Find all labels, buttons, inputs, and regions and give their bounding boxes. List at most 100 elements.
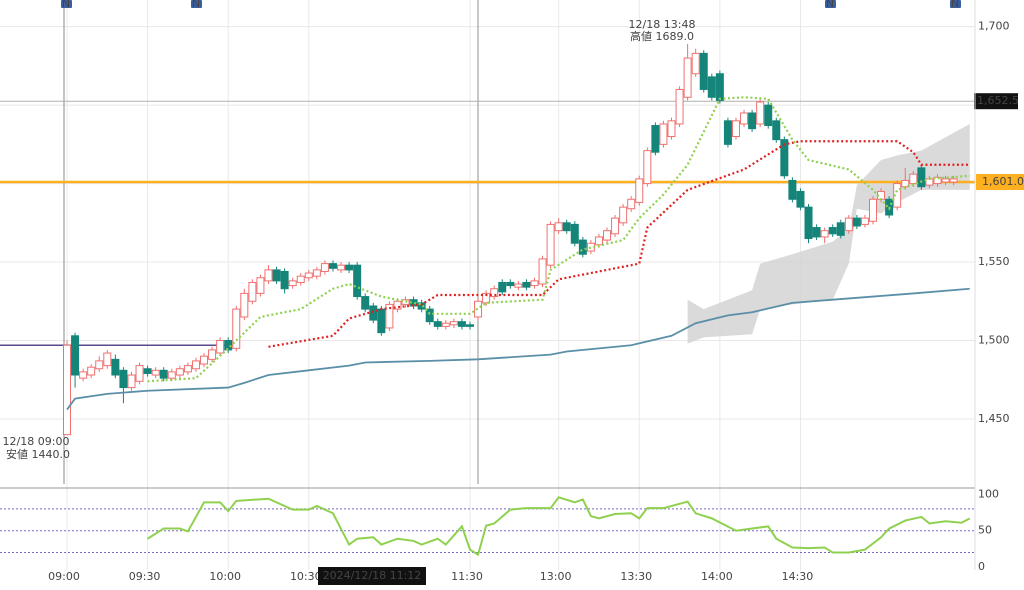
candle-body [603, 230, 612, 241]
candle-body [417, 302, 426, 310]
dotted-line [147, 96, 970, 383]
candle-body [63, 344, 71, 436]
candle-body [95, 360, 104, 370]
x-tick-label: 09:30 [129, 570, 161, 583]
candle-body [917, 167, 926, 188]
candle-body [820, 230, 829, 238]
candle-body [474, 300, 483, 318]
candle-body [433, 321, 442, 327]
candle-body [143, 368, 152, 374]
candle-body [941, 178, 950, 183]
candle-body [699, 52, 708, 90]
candle-body [498, 281, 507, 293]
candle-body [538, 258, 547, 285]
price-label-box [974, 93, 1018, 110]
candle-body [111, 358, 120, 376]
candle-body [280, 270, 289, 290]
x-tick-label: 13:00 [540, 570, 572, 583]
candle-body [635, 178, 644, 203]
candle-body [119, 369, 128, 389]
x-tick-label: 14:30 [782, 570, 814, 583]
news-marker [61, 0, 72, 8]
candle-body [167, 371, 176, 379]
candle-body [554, 222, 563, 232]
price-label-box [976, 174, 1024, 191]
price-label: 1,652.5 [977, 94, 1019, 107]
candle-body [135, 365, 144, 382]
candle-body [772, 120, 781, 141]
candle-body [385, 303, 394, 329]
candle-body [151, 369, 160, 376]
candle-body [393, 300, 402, 310]
y-tick-label: 100 [978, 487, 999, 500]
candle-body [796, 190, 805, 208]
candle-body [731, 120, 740, 138]
candle-body [248, 281, 257, 302]
cursor-label-box [318, 567, 426, 585]
candle-body [490, 288, 499, 298]
candle-body [522, 281, 531, 288]
candle-body [804, 206, 813, 240]
candle-body [667, 120, 676, 138]
candle-body [224, 340, 233, 351]
candle-body [183, 365, 192, 373]
candle-body [79, 371, 88, 379]
low-annotation: 12/18 09:00 [3, 435, 70, 448]
y-tick-label: 1,700 [978, 20, 1010, 33]
candle-body [707, 76, 716, 98]
candle-body [812, 227, 821, 238]
dotted-line [268, 140, 970, 348]
candle-body [852, 217, 861, 227]
low-annotation: 安値 1440.0 [6, 447, 70, 461]
candle-body [909, 173, 918, 185]
candle-body [369, 305, 378, 321]
x-tick-label: 09:00 [48, 570, 80, 583]
candle-body [756, 101, 765, 125]
y-tick-label: 0 [978, 560, 985, 573]
candle-body [159, 369, 168, 379]
candle-body [643, 150, 652, 185]
candle-body [651, 125, 660, 153]
candle-body [788, 179, 797, 200]
candle-body [901, 179, 910, 188]
news-marker [825, 0, 836, 8]
candle-body [683, 57, 692, 98]
candle-body [256, 277, 265, 294]
candle-body [627, 198, 636, 210]
candle-body [844, 217, 853, 232]
x-tick-label: 10:30 [290, 570, 322, 583]
candle-body [869, 198, 877, 222]
x-tick-label: 11:30 [451, 570, 483, 583]
candle-body [345, 264, 354, 271]
candle-body [304, 272, 313, 279]
news-marker-label: N [192, 0, 200, 10]
rsi-line [147, 496, 971, 557]
candle-body [675, 88, 684, 125]
candle-body [240, 292, 249, 318]
candle-body [611, 217, 620, 235]
candle-body [836, 222, 845, 236]
x-tick-label: 13:30 [620, 570, 652, 583]
candle-body [320, 263, 329, 272]
price-label: 1,601.0 [982, 175, 1024, 188]
news-marker-label: N [951, 0, 959, 10]
candle-body [723, 120, 732, 145]
candle-body [594, 236, 603, 246]
candle-body [933, 176, 942, 185]
y-tick-label: 1,550 [978, 255, 1010, 268]
high-annotation: 12/18 13:48 [629, 18, 696, 31]
candle-body [482, 292, 491, 304]
candle-body [828, 227, 837, 235]
candle-body [272, 269, 281, 282]
news-marker-label: N [826, 0, 834, 10]
y-tick-label: 50 [978, 524, 992, 537]
candle-body [425, 308, 434, 323]
candle-body [514, 283, 523, 288]
candle-body [441, 322, 450, 327]
candle-body [288, 280, 297, 287]
candle-body [546, 223, 555, 266]
candle-body [264, 269, 273, 282]
candle-body [740, 112, 749, 125]
